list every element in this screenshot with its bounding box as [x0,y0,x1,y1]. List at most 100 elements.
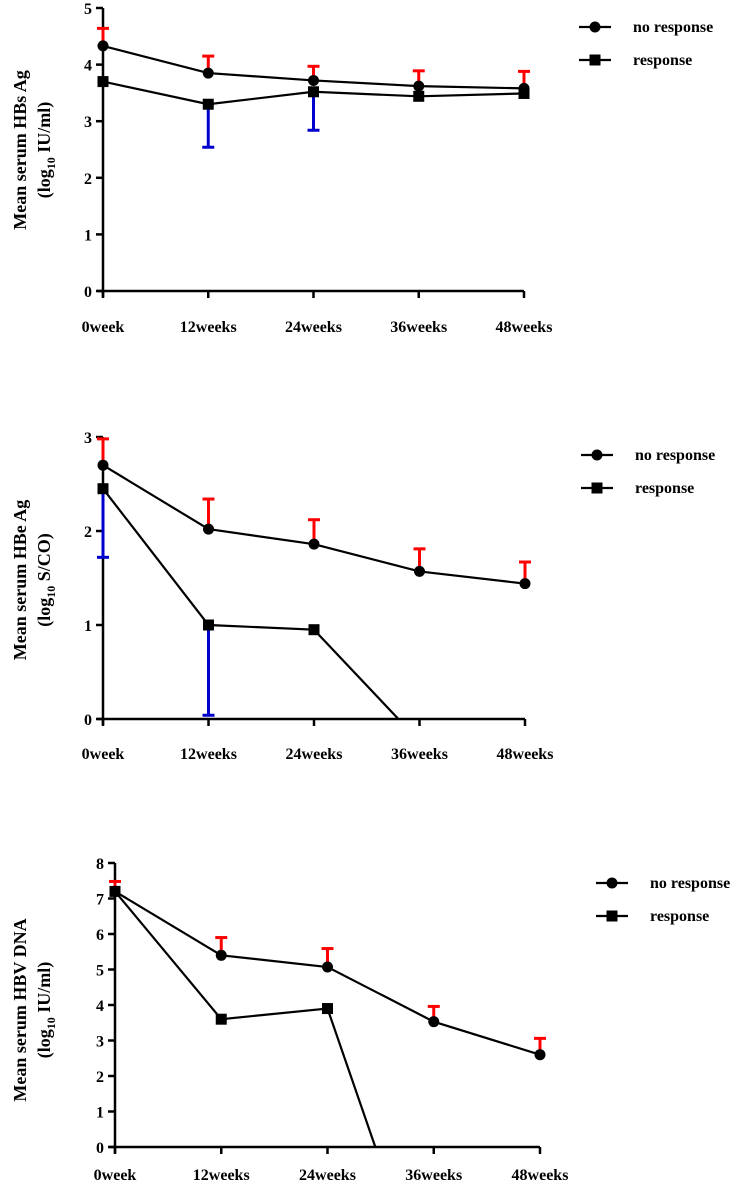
data-point-square [308,86,319,98]
y-axis-unit-label: (log10 IU/ml) [34,962,58,1059]
chart-panel-3: 0 1 2 3 4 5 6 7 8 0week 12weeks 24weeks 36weeks 48wee… [10,856,730,1184]
data-point-square [202,98,214,110]
y-tick-label: 2 [84,171,92,188]
legend-label: no response [650,875,730,892]
series-no-response [97,437,531,590]
x-tick-label: 0week [82,746,125,763]
y-axis-unit-subscript: 10 [44,1017,58,1029]
data-point-circle [413,80,425,92]
y-axis-unit-prefix: (log [34,598,55,627]
data-point-square [322,1003,333,1015]
data-point-circle [308,74,319,86]
y-tick-label: 0 [96,1140,104,1157]
series-response [109,885,377,1148]
y-axis-unit-label: (log10 IU/ml) [34,102,58,199]
data-point-square [413,90,425,102]
data-point-square [109,885,121,897]
x-tick-label: 12weeks [180,319,237,336]
data-point-square [97,76,109,88]
y-axis-unit-suffix: S/CO) [34,533,55,586]
data-point-circle [202,67,214,79]
y-tick-label: 8 [96,856,104,873]
legend-marker-circle [606,877,618,889]
legend-label: no response [635,447,715,464]
y-tick-label: 3 [84,430,92,447]
x-tick-label: 0week [94,1167,137,1184]
y-tick-label: 1 [84,618,92,635]
data-point-circle [203,523,214,535]
legend: no response response [596,875,730,925]
data-point-square [97,483,109,495]
data-point-circle [414,565,425,577]
legend-label: response [650,908,709,925]
chart-panel-2: 0 1 2 3 0week 12weeks 24weeks 36weeks 48weeks Mea… [10,430,715,763]
x-tick-label: 12weeks [193,1167,250,1184]
y-tick-label: 2 [84,524,92,541]
legend-marker-circle [589,21,601,33]
y-axis-unit-subscript: 10 [44,586,58,598]
x-tick-label: 48weeks [497,746,554,763]
series-line [102,488,400,720]
data-point-circle [97,459,109,471]
y-tick-label: 0 [84,712,92,729]
y-axis-label: Mean serum HBs Ag [10,70,30,230]
data-point-circle [428,1016,440,1028]
y-tick-label: 0 [84,284,92,301]
data-point-square [215,1013,227,1025]
series-response [97,483,400,720]
legend-marker-square [589,54,601,66]
data-point-circle [519,578,531,590]
legend: no response response [579,19,713,69]
y-tick-label: 4 [96,998,104,1015]
legend-marker-circle [591,449,603,461]
legend-label: no response [633,19,713,36]
y-axis-label: Mean serum HBe Ag [10,500,30,660]
x-tick-label: 0week [82,319,125,336]
y-axis-unit-suffix: IU/ml) [34,962,55,1018]
series-response [97,76,530,149]
y-tick-label: 6 [96,927,104,944]
y-tick-label: 5 [96,963,104,980]
x-tick-label: 36weeks [391,746,448,763]
y-axis-unit-suffix: IU/ml) [34,102,55,158]
legend-marker-square [606,910,618,922]
data-point-circle [534,1049,546,1061]
data-point-square [518,87,530,99]
x-tick-label: 12weeks [180,746,237,763]
x-tick-label: 36weeks [405,1167,462,1184]
data-point-circle [97,40,109,52]
data-point-square [308,624,320,636]
series-no-response [109,879,546,1061]
x-tick-label: 48weeks [512,1167,569,1184]
y-tick-label: 1 [96,1105,104,1122]
series-line [114,890,377,1148]
y-axis-label: Mean serum HBV DNA [10,918,30,1101]
y-tick-label: 3 [96,1034,104,1051]
y-tick-label: 3 [84,114,92,131]
legend-label: response [633,52,692,69]
y-tick-label: 1 [84,227,92,244]
x-tick-label: 24weeks [286,746,343,763]
x-tick-label: 36weeks [390,319,447,336]
series-line [114,890,541,1056]
x-tick-label: 48weeks [496,319,553,336]
y-tick-label: 5 [84,1,92,18]
legend: no response response [581,447,715,497]
y-axis-unit-prefix: (log [34,1029,55,1058]
legend-marker-square [591,482,603,494]
x-tick-label: 24weeks [285,319,342,336]
y-axis-unit-subscript: 10 [44,157,58,169]
y-axis-unit-label: (log10 S/CO) [34,533,58,627]
data-point-circle [308,538,320,550]
legend-label: response [635,480,694,497]
y-tick-label: 7 [96,892,104,909]
chart-panel-1: 0 1 2 3 4 5 0week 12weeks 24weeks 36weeks 48weeks M… [10,1,713,336]
x-tick-label: 24weeks [299,1167,356,1184]
series-no-response [97,26,530,94]
y-tick-label: 2 [96,1069,104,1086]
data-point-square [203,619,214,631]
data-point-circle [322,961,333,973]
y-axis-unit-prefix: (log [34,169,55,198]
y-tick-label: 4 [84,58,92,75]
